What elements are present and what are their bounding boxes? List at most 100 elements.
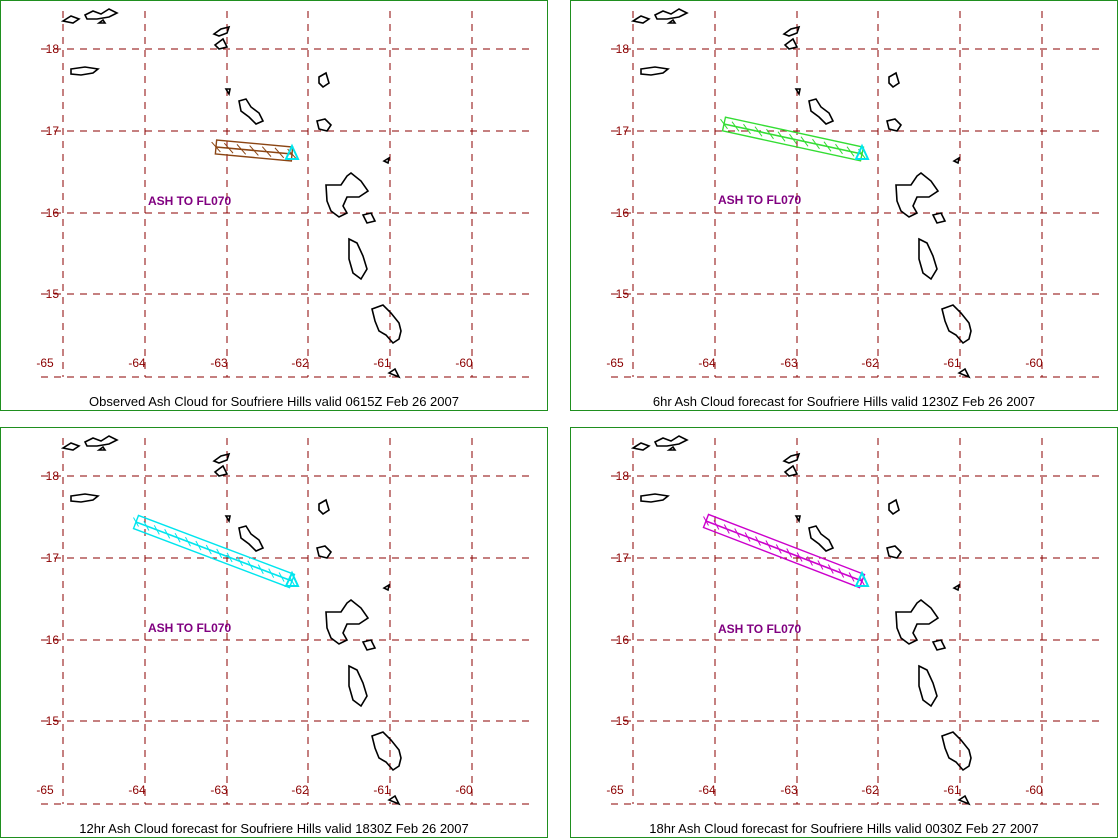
coastline <box>316 545 333 559</box>
coastline <box>60 15 81 24</box>
coastline <box>952 583 961 592</box>
coastline <box>348 664 368 708</box>
coastline <box>653 435 689 447</box>
lon-tick-label: -64 <box>698 356 716 370</box>
lat-tick-label: 17 <box>616 551 630 565</box>
ash-cloud-axis <box>723 123 863 155</box>
panel-caption: 12hr Ash Cloud forecast for Soufriere Hi… <box>79 821 469 836</box>
coastline <box>318 71 330 89</box>
lon-tick-label: -60 <box>455 356 473 370</box>
lat-tick-label: 16 <box>616 633 630 647</box>
coastline <box>238 98 265 125</box>
lon-tick-label: -62 <box>291 356 309 370</box>
coastline <box>387 794 401 806</box>
lat-tick-label: 18 <box>616 42 630 56</box>
map-panel-observed: -65 -64 -63 -62 -61 -60 18 17 16 15 ASH TO FL070 … <box>0 0 548 411</box>
lat-tick-label: 18 <box>616 469 630 483</box>
coastline <box>348 237 368 281</box>
volcano-icon <box>854 143 870 160</box>
coastline <box>957 367 971 379</box>
panel-caption: 6hr Ash Cloud forecast for Soufriere Hil… <box>652 394 1036 409</box>
coastline <box>794 88 801 97</box>
ash-label: ASH TO FL070 <box>148 194 232 208</box>
coastline <box>318 498 330 516</box>
coastline <box>783 37 799 50</box>
coastline <box>888 71 900 89</box>
map-panel-18hr: -65 -64 -63 -62 -61 -60 18 17 16 15 ASH TO FL070 … <box>570 427 1118 838</box>
lon-tick-label: -60 <box>455 783 473 797</box>
lon-tick-label: -62 <box>861 356 879 370</box>
lat-tick-label: 17 <box>46 124 60 138</box>
coastline <box>371 731 402 772</box>
lon-tick-label: -61 <box>373 783 391 797</box>
coastline <box>640 66 670 76</box>
lat-tick-label: 16 <box>46 206 60 220</box>
coastline <box>783 464 799 477</box>
coastline <box>238 525 265 552</box>
coastline <box>782 25 801 37</box>
coastline <box>96 445 107 451</box>
coastline <box>918 664 938 708</box>
coastline <box>325 171 370 218</box>
lat-tick-label: 15 <box>46 287 60 301</box>
coastline <box>83 8 119 20</box>
coastline <box>60 442 81 451</box>
coastline <box>361 639 377 651</box>
ash-cloud-axis <box>135 521 293 582</box>
lon-tick-label: -62 <box>291 783 309 797</box>
coastline <box>952 156 961 165</box>
coastline <box>212 25 231 37</box>
map-panel-6hr: -65 -64 -63 -62 -61 -60 18 17 16 15 ASH TO FL070 … <box>570 0 1118 411</box>
lat-tick-label: 18 <box>46 42 60 56</box>
lon-tick-label: -63 <box>780 356 798 370</box>
coastline <box>387 367 401 379</box>
lat-tick-label: 16 <box>616 206 630 220</box>
lon-tick-label: -60 <box>1025 356 1043 370</box>
lon-tick-label: -63 <box>210 783 228 797</box>
coastline <box>83 435 119 447</box>
map-canvas: -65 -64 -63 -62 -61 -60 18 17 16 15 <box>36 8 531 379</box>
ash-cloud-axis <box>215 146 293 155</box>
coastline <box>213 464 229 477</box>
lat-tick-label: 17 <box>46 551 60 565</box>
coastline <box>70 66 100 76</box>
coastline <box>653 8 689 20</box>
lat-tick-label: 15 <box>46 714 60 728</box>
lon-tick-label: -60 <box>1025 783 1043 797</box>
coastline <box>886 545 903 559</box>
coastline <box>213 37 229 50</box>
volcano-icon <box>284 570 300 587</box>
volcano-icon <box>284 143 300 160</box>
lat-tick-label: 15 <box>616 714 630 728</box>
lon-tick-label: -65 <box>36 356 54 370</box>
lon-tick-label: -61 <box>943 356 961 370</box>
coastline <box>630 15 651 24</box>
map-canvas: -65 -64 -63 -62 -61 -60 18 17 16 15 <box>36 435 531 806</box>
coastline <box>382 156 391 165</box>
coastline <box>957 794 971 806</box>
coastline <box>666 18 677 24</box>
map-panel-12hr: -65 -64 -63 -62 -61 -60 18 17 16 15 ASH TO FL070 … <box>0 427 548 838</box>
lon-tick-label: -62 <box>861 783 879 797</box>
map-canvas: -65 -64 -63 -62 -61 -60 18 17 16 15 <box>606 435 1101 806</box>
ash-cloud-outline <box>702 513 866 589</box>
coastline <box>70 493 100 503</box>
coastline <box>224 515 231 524</box>
coastline <box>382 583 391 592</box>
coastline <box>895 171 940 218</box>
ash-label: ASH TO FL070 <box>718 622 802 636</box>
volcano-icon <box>854 570 870 587</box>
coastline <box>630 442 651 451</box>
lon-tick-label: -64 <box>128 783 146 797</box>
coastline <box>782 452 801 464</box>
lat-tick-label: 15 <box>616 287 630 301</box>
lat-tick-label: 18 <box>46 469 60 483</box>
coastline <box>918 237 938 281</box>
lon-tick-label: -64 <box>128 356 146 370</box>
coastline <box>212 452 231 464</box>
ash-label: ASH TO FL070 <box>148 621 232 635</box>
coastline <box>895 598 940 645</box>
ash-cloud-axis <box>705 520 863 582</box>
lon-tick-label: -64 <box>698 783 716 797</box>
coastline <box>808 525 835 552</box>
